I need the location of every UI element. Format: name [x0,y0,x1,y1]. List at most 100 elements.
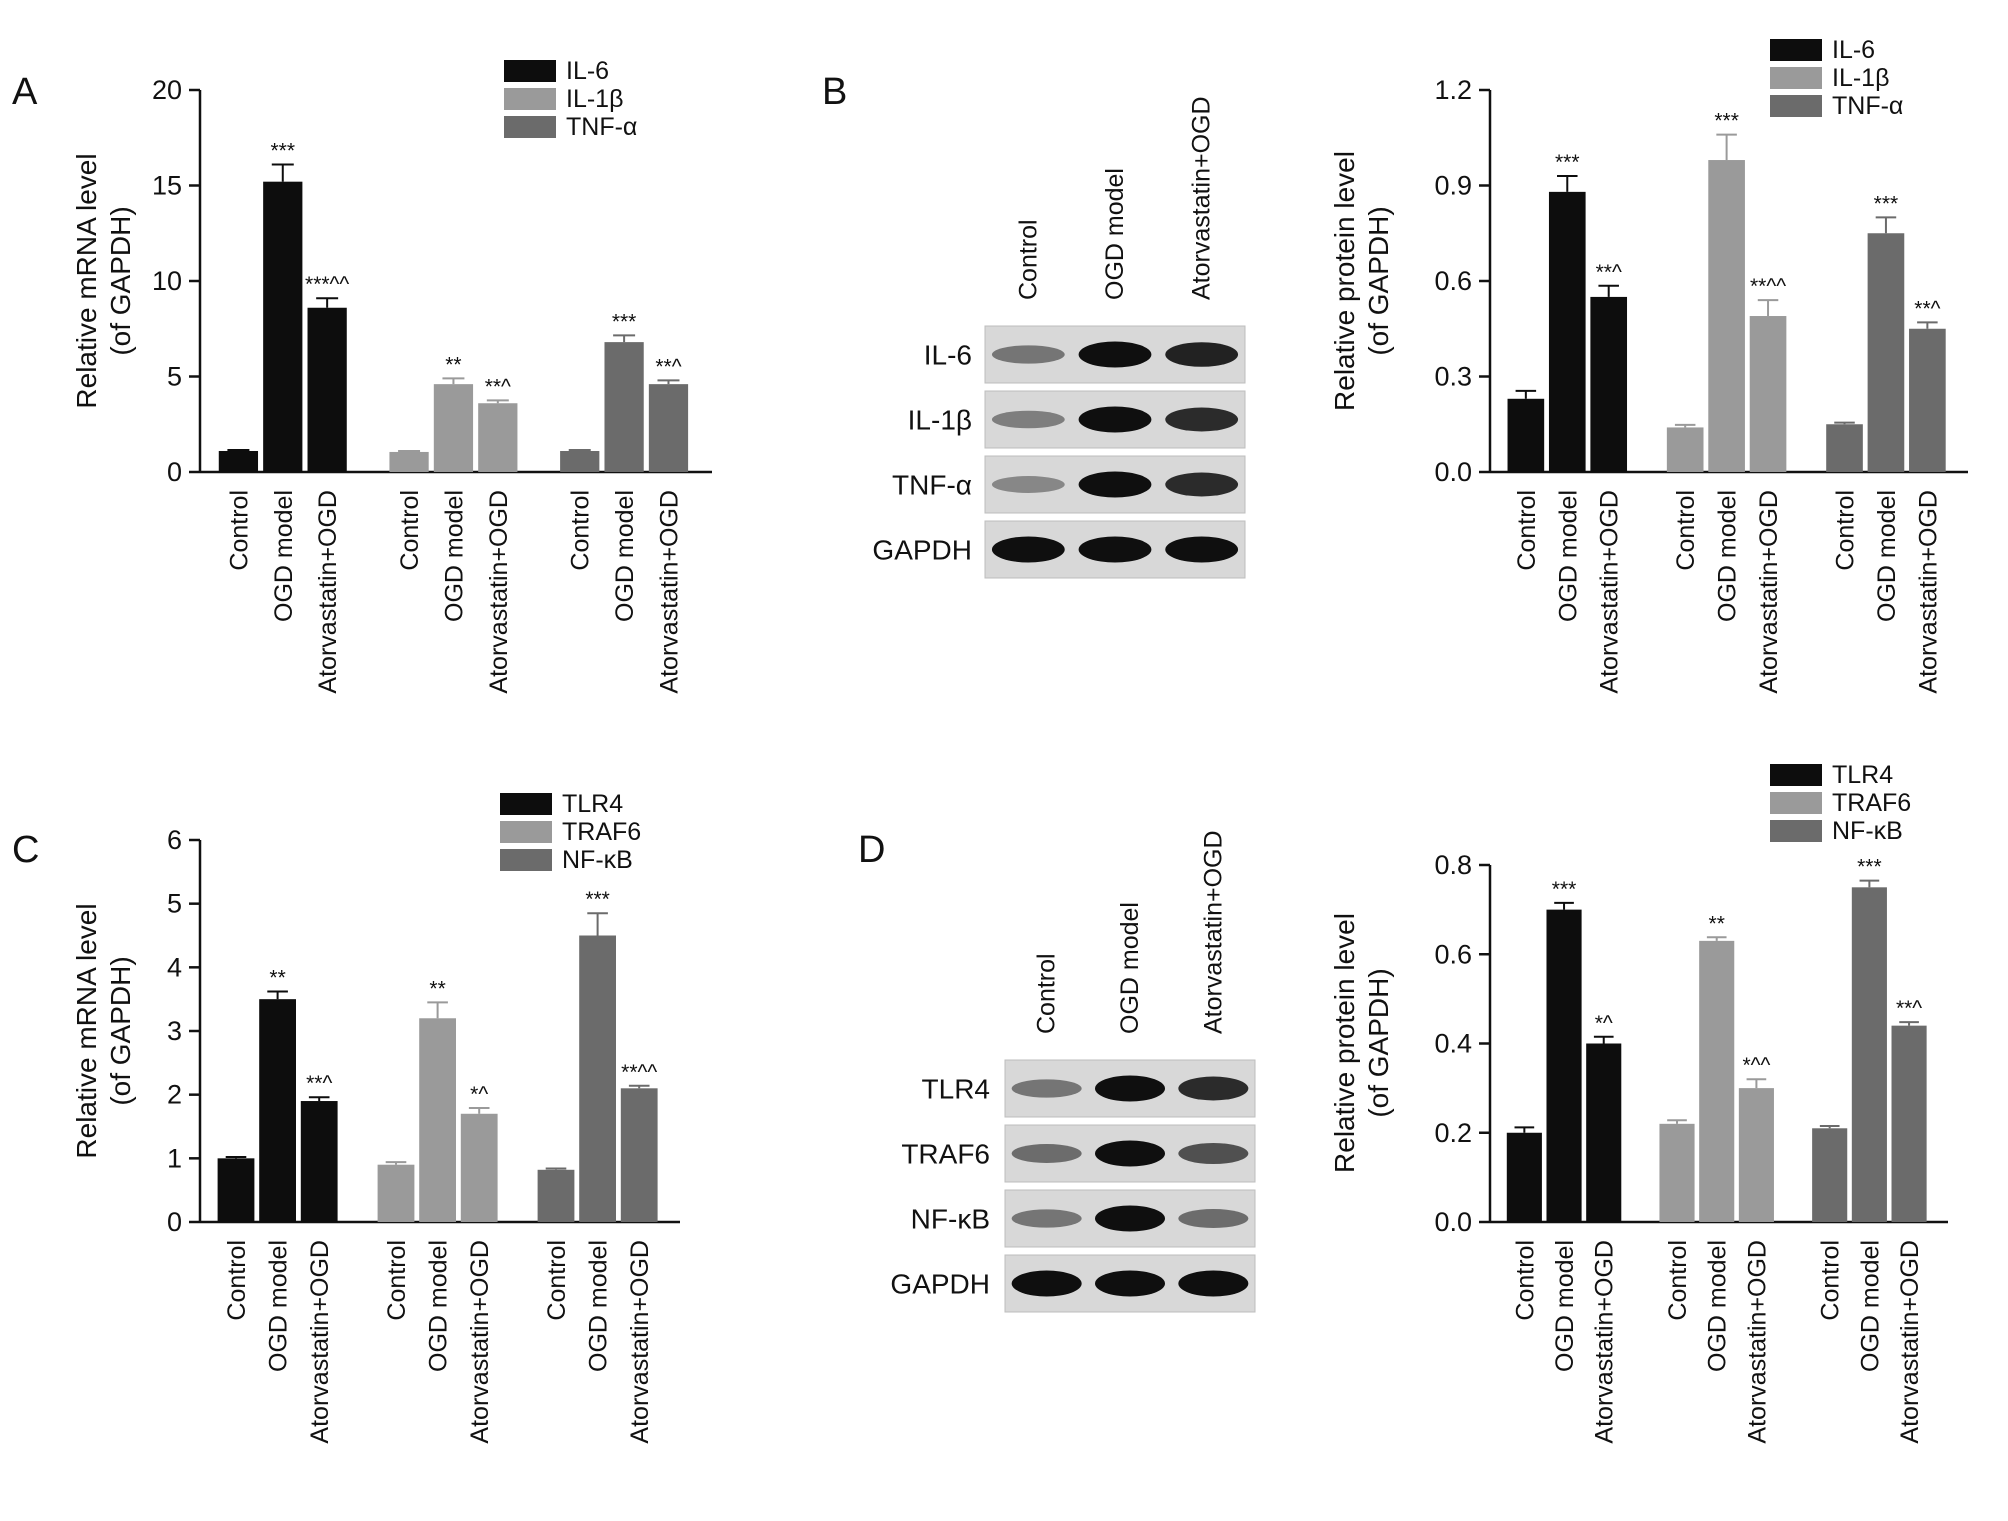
significance-label: *** [612,310,637,333]
panel-letter-a: A [12,71,38,113]
legend-label: NF-κB [1832,817,1903,845]
legend-swatch [504,116,556,138]
blot-band [1078,406,1152,433]
blot-band [1165,407,1239,432]
x-category-label: Atorvastatin+OGD [1591,1240,1619,1444]
legend-swatch [500,849,552,871]
panel-letter-b: B [822,71,847,113]
bar [1507,398,1545,472]
x-category-label: OGD model [1554,490,1582,622]
bar [478,403,518,472]
significance-label: ** [269,967,285,990]
blot-lane-label: Control [1014,219,1042,300]
significance-label: *** [585,888,610,911]
bar [1708,160,1745,473]
significance-label: *** [1555,151,1580,174]
legend-swatch [1770,764,1822,786]
y-tick-label: 5 [167,362,182,392]
blot-lane-label: Control [1033,953,1061,1034]
blot-band [1178,1142,1249,1165]
x-category-label: Atorvastatin+OGD [466,1240,494,1444]
bar [604,342,644,472]
blot-band-label: TRAF6 [901,1139,990,1170]
legend-swatch [1770,820,1822,842]
y-tick-label: 2 [167,1080,182,1110]
y-axis-label: Relative mRNA level (of GAPDH) [71,903,136,1158]
bar [1891,1025,1927,1222]
y-tick-label: 5 [167,889,182,919]
chart-d-protein-tlr4-pathway: 0.0 0.2 0.4 0.6 0.8 Relative protein level (of… [1329,761,1948,1444]
x-category-label: OGD model [440,490,468,622]
bar [1586,1043,1622,1222]
x-category-label: OGD model [1873,490,1901,622]
bar [648,384,689,472]
bar [307,307,347,472]
blot-band [1178,1076,1249,1101]
legend-label: TRAF6 [562,818,641,846]
blot-band [1095,1075,1165,1102]
bar [579,935,616,1222]
chart-a-mrna-cytokines: 0 5 10 15 20 Relative mRNA level (of GAPDH) Con… [71,57,712,694]
legend-label: IL-6 [566,57,609,85]
x-category-label: Atorvastatin+OGD [1596,490,1624,694]
y-tick-label: 0.9 [1434,171,1472,201]
bar [620,1088,658,1222]
bar [217,1158,255,1222]
significance-label: **^^ [621,1061,657,1084]
y-axis-label-line: Relative mRNA level [71,153,102,408]
y-tick-label: 0.3 [1434,362,1472,392]
legend-swatch [504,60,556,82]
y-tick-label: 0.6 [1434,939,1472,969]
bar [1826,424,1863,472]
significance-label: **^ [1596,261,1622,284]
y-tick-label: 3 [167,1016,182,1046]
chart-c-mrna-tlr4-pathway: 0 1 2 3 4 5 6 Relative mRNA level (of GAPDH) Cont… [71,790,680,1444]
blot-band-label: TLR4 [922,1074,990,1105]
chart-b-protein-cytokines: 0.0 0.3 0.6 0.9 1.2 Relative protein level (of… [1329,36,1968,694]
blot-band [1095,1205,1165,1232]
y-axis-label: Relative mRNA level (of GAPDH) [71,153,136,408]
bar [218,450,259,472]
y-axis-label-line: Relative protein level [1329,151,1360,411]
x-category-label: OGD model [1856,1240,1884,1372]
y-tick-label: 15 [152,171,182,201]
bar [263,181,303,472]
significance-label: **^ [485,375,511,398]
panel-letter-d: D [858,829,885,871]
significance-label: ***^^ [305,273,349,296]
bar [1666,427,1704,472]
legend-swatch [1770,95,1822,117]
x-category-label: Control [1511,1240,1539,1321]
legend-label: TRAF6 [1832,789,1911,817]
bar [1590,296,1628,472]
blot-band [1078,341,1152,368]
significance-label: *** [1874,192,1899,215]
x-category-label: Control [1832,490,1860,571]
blot-band-label: TNF-α [892,470,972,501]
x-category-label: OGD model [270,490,298,622]
x-category-label: OGD model [585,1240,613,1372]
bar [377,1164,415,1222]
legend-swatch [500,821,552,843]
x-category-label: Atorvastatin+OGD [1914,490,1942,694]
x-category-label: OGD model [265,1240,293,1372]
blot-lane-label: Atorvastatin+OGD [1199,830,1227,1034]
x-category-label: Control [225,490,253,571]
significance-label: **^ [655,355,681,378]
blot-band-label: IL-1β [908,405,972,436]
x-category-label: Atorvastatin+OGD [1755,490,1783,694]
blot-band-label: IL-6 [924,340,972,371]
y-tick-label: 0.8 [1434,850,1472,880]
bar [433,384,474,472]
bar [537,1169,575,1222]
blot-band [1165,536,1239,563]
significance-label: *** [1857,856,1882,879]
y-tick-label: 0.2 [1434,1118,1472,1148]
blot-lane-label: OGD model [1116,902,1144,1034]
legend-label: IL-6 [1832,36,1875,64]
blot-band [991,476,1065,493]
legend-label: IL-1β [566,85,623,113]
y-axis-label: Relative protein level (of GAPDH) [1329,913,1394,1173]
x-category-label: Atorvastatin+OGD [626,1240,654,1444]
y-axis-label-line: Relative protein level [1329,913,1360,1173]
